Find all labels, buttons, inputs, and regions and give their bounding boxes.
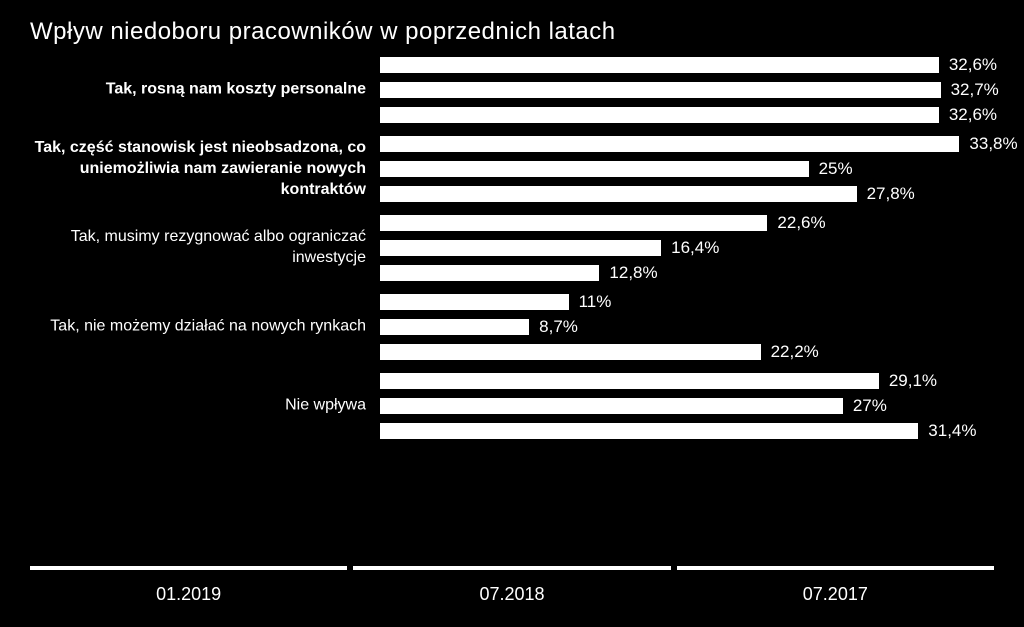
chart-area: Tak, rosną nam koszty personalne 32,6% 32,… (0, 56, 1024, 440)
axis-segment: 07.2017 (677, 566, 994, 605)
bar-group: Tak, część stanowisk jest nieobsadzona, … (0, 135, 1024, 203)
bar (380, 344, 761, 360)
bar-row: 31,4% (0, 422, 1024, 440)
bar-row: 22,2% (0, 343, 1024, 361)
chart-title: Wpływ niedoboru pracowników w poprzednic… (0, 0, 1024, 56)
bar (380, 107, 939, 123)
bar-value-label: 12,8% (609, 263, 657, 283)
bar (380, 319, 529, 335)
bar-group: Tak, rosną nam koszty personalne 32,6% 32,… (0, 56, 1024, 124)
x-axis: 01.201907.201807.2017 (30, 566, 994, 605)
bar (380, 82, 941, 98)
bar (380, 423, 918, 439)
bar-value-label: 16,4% (671, 238, 719, 258)
bar-group: Tak, musimy rezygnować albo ograniczać i… (0, 214, 1024, 282)
group-label: Tak, rosną nam koszty personalne (0, 80, 366, 101)
bar (380, 161, 809, 177)
bar-value-label: 27% (853, 396, 887, 416)
bar-value-label: 32,6% (949, 105, 997, 125)
bar-value-label: 33,8% (969, 134, 1017, 154)
bar (380, 265, 599, 281)
bar-value-label: 27,8% (867, 184, 915, 204)
group-label: Nie wpływa (0, 396, 366, 417)
axis-segment: 01.2019 (30, 566, 347, 605)
bar-value-label: 32,6% (949, 55, 997, 75)
bar (380, 186, 857, 202)
bar-row: 32,6% (0, 56, 1024, 74)
bar-value-label: 22,6% (777, 213, 825, 233)
bar-value-label: 32,7% (951, 80, 999, 100)
bar (380, 57, 939, 73)
group-label: Tak, część stanowisk jest nieobsadzona, … (0, 138, 366, 200)
bar-group: Nie wpływa 29,1%27% 31,4% (0, 372, 1024, 440)
bar-row: 32,6% (0, 106, 1024, 124)
bar-value-label: 29,1% (889, 371, 937, 391)
bar-row: 29,1% (0, 372, 1024, 390)
bar-group: Tak, nie możemy działać na nowych rynkac… (0, 293, 1024, 361)
group-label: Tak, nie możemy działać na nowych rynkac… (0, 317, 366, 338)
bar-value-label: 11% (579, 292, 612, 312)
group-label: Tak, musimy rezygnować albo ograniczać i… (0, 227, 366, 269)
bar (380, 136, 959, 152)
bar (380, 240, 661, 256)
bar (380, 398, 843, 414)
bar-value-label: 22,2% (771, 342, 819, 362)
bar (380, 373, 879, 389)
bar (380, 215, 767, 231)
bar-row: 11% (0, 293, 1024, 311)
bar (380, 294, 569, 310)
bar-value-label: 25% (819, 159, 853, 179)
axis-segment: 07.2018 (353, 566, 670, 605)
bar-value-label: 8,7% (539, 317, 578, 337)
bar-value-label: 31,4% (928, 421, 976, 441)
